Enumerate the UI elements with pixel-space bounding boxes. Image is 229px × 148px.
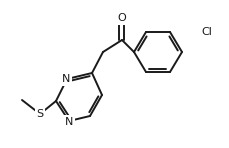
Text: N: N [65, 117, 73, 127]
Text: O: O [117, 13, 126, 23]
Text: Cl: Cl [200, 27, 211, 37]
Text: N: N [62, 74, 70, 84]
Text: S: S [36, 109, 43, 119]
